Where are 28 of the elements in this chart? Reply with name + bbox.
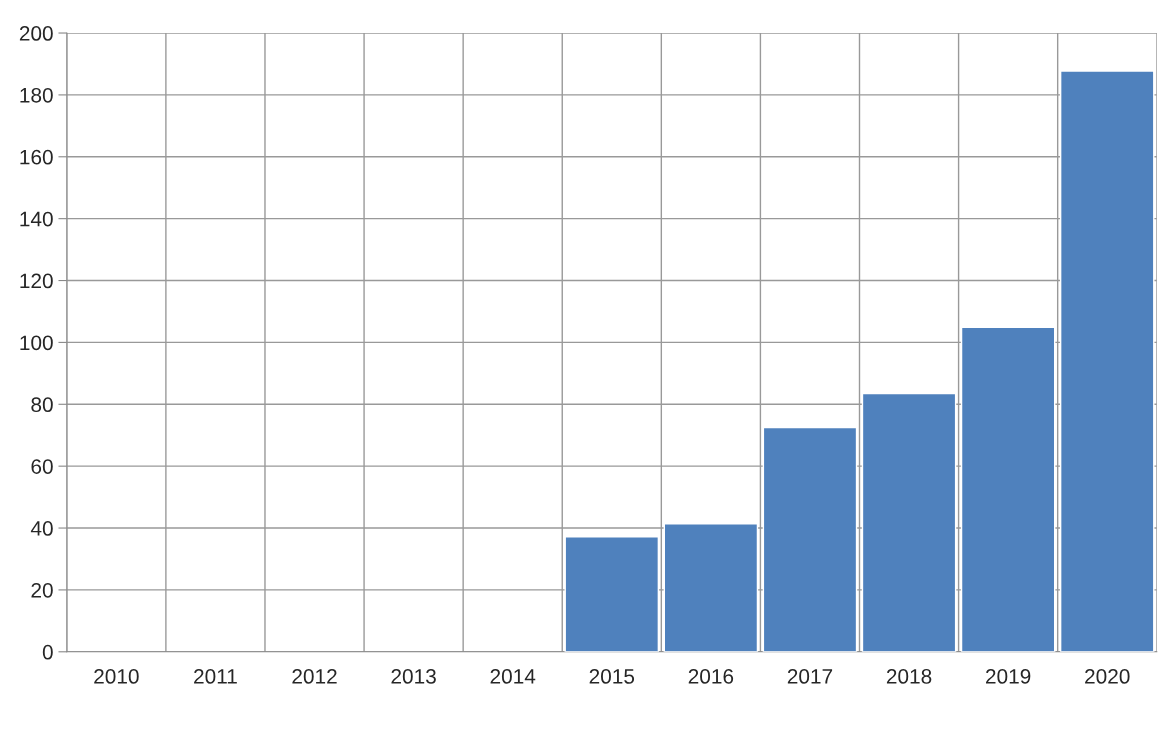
x-tick-label: 2019 — [986, 669, 1031, 684]
y-tick-label: 60 — [31, 459, 53, 474]
x-tick-label: 2014 — [490, 669, 536, 684]
y-tick-label: 20 — [31, 582, 53, 598]
y-tick-label: 160 — [20, 149, 53, 165]
x-tick-label: 2013 — [391, 669, 436, 684]
bar — [960, 326, 1056, 652]
y-tick-label: 180 — [20, 87, 53, 103]
bar — [663, 523, 759, 652]
x-tick-label: 2018 — [886, 669, 932, 684]
y-tick-label: 0 — [42, 644, 53, 660]
y-tick-label: 80 — [31, 397, 53, 413]
x-tick-label: 2012 — [292, 669, 337, 684]
bar — [564, 536, 660, 652]
bar — [1059, 70, 1155, 652]
x-tick-label: 2010 — [94, 669, 139, 684]
x-tick-label: 2020 — [1085, 669, 1130, 684]
x-tick-label: 2016 — [688, 669, 734, 684]
x-tick-label: 2017 — [787, 669, 833, 684]
y-tick-label: 200 — [19, 26, 53, 41]
y-tick-label: 100 — [20, 335, 53, 351]
bar — [861, 392, 957, 652]
y-tick-label: 120 — [20, 273, 53, 289]
x-tick-label: 2015 — [589, 669, 635, 684]
y-tick-label: 40 — [30, 521, 53, 536]
x-tick-label: 2011 — [194, 669, 237, 684]
y-tick-label: 140 — [20, 211, 53, 227]
bar — [762, 426, 858, 652]
